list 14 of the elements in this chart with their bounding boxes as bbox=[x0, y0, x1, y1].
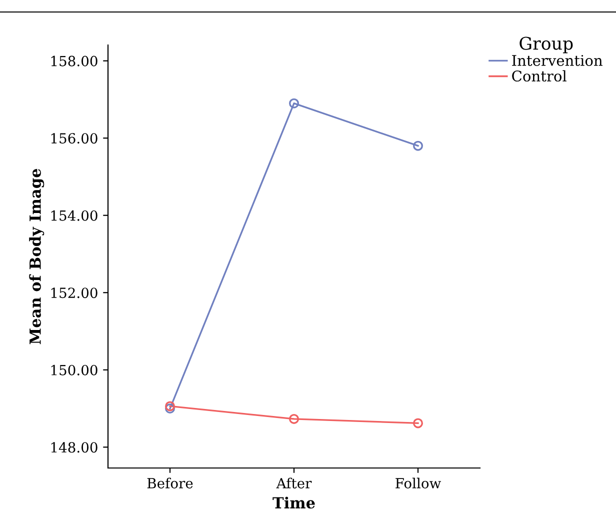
legend-label: Control bbox=[512, 70, 566, 82]
legend-title: Group bbox=[520, 36, 573, 54]
x-tick-label: After bbox=[276, 478, 312, 488]
legend-label: Intervention bbox=[512, 55, 602, 66]
y-tick-label: 156.00 bbox=[51, 133, 98, 144]
y-axis-title: Mean of Body Image bbox=[29, 168, 44, 344]
y-tick-label: 154.00 bbox=[51, 210, 98, 221]
x-tick-label: Before bbox=[147, 478, 193, 488]
y-tick-label: 152.00 bbox=[51, 288, 98, 298]
y-tick-label: 158.00 bbox=[51, 56, 98, 66]
y-tick-label: 150.00 bbox=[51, 364, 98, 376]
x-tick-label: Follow bbox=[396, 478, 441, 488]
x-axis-title: Time bbox=[272, 496, 315, 509]
y-tick-label: 148.00 bbox=[51, 442, 98, 453]
